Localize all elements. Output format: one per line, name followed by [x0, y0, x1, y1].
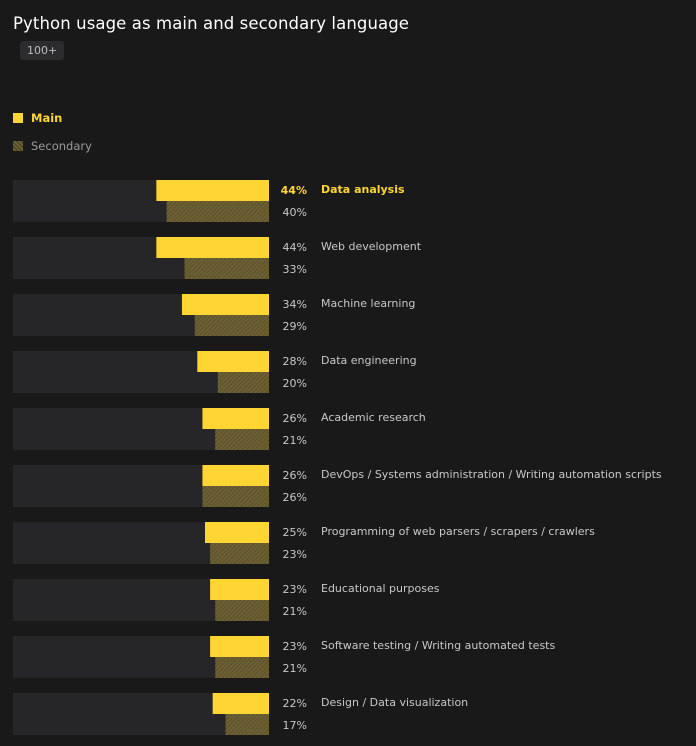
category-label: DevOps / Systems administration / Writin…: [321, 468, 662, 481]
bar-secondary[interactable]: [225, 714, 269, 735]
bar-main[interactable]: [202, 465, 269, 486]
value-label-secondary: 20%: [283, 377, 307, 390]
legend-secondary[interactable]: Secondary: [13, 139, 92, 153]
value-label-secondary: 21%: [283, 662, 307, 675]
category-label: Academic research: [321, 411, 426, 424]
category-label: Programming of web parsers / scrapers / …: [321, 525, 595, 538]
value-label-secondary: 23%: [283, 548, 307, 561]
bar-secondary[interactable]: [166, 201, 269, 222]
bar-secondary[interactable]: [215, 429, 269, 450]
bar-main[interactable]: [210, 636, 269, 657]
value-label-secondary: 21%: [283, 434, 307, 447]
value-label-main: 28%: [283, 355, 307, 368]
chart-title: Python usage as main and secondary langu…: [13, 14, 410, 33]
value-label-secondary: 29%: [283, 320, 307, 333]
value-label-main: 44%: [281, 184, 307, 197]
category-label: Data analysis: [321, 183, 405, 196]
value-label-main: 23%: [283, 583, 307, 596]
value-label-secondary: 17%: [283, 719, 307, 732]
bar-secondary[interactable]: [215, 600, 269, 621]
value-label-secondary: 33%: [283, 263, 307, 276]
bar-secondary[interactable]: [210, 543, 269, 564]
value-label-main: 23%: [283, 640, 307, 653]
value-label-main: 34%: [283, 298, 307, 311]
legend-main-label: Main: [31, 111, 63, 125]
bar-main[interactable]: [156, 180, 269, 201]
category-label: Data engineering: [321, 354, 417, 367]
value-label-secondary: 26%: [283, 491, 307, 504]
bar-main[interactable]: [197, 351, 269, 372]
value-label-main: 26%: [283, 412, 307, 425]
value-label-main: 22%: [283, 697, 307, 710]
category-label: Software testing / Writing automated tes…: [321, 639, 555, 652]
sample-size-badge: 100+: [20, 41, 65, 60]
category-label: Machine learning: [321, 297, 415, 310]
bar-secondary[interactable]: [194, 315, 269, 336]
legend-secondary-swatch: [13, 141, 23, 151]
bar-main[interactable]: [156, 237, 269, 258]
bar-secondary[interactable]: [184, 258, 269, 279]
legend-secondary-label: Secondary: [31, 139, 92, 153]
bar-main[interactable]: [181, 294, 269, 315]
bar-secondary[interactable]: [217, 372, 269, 393]
bar-secondary[interactable]: [202, 486, 269, 507]
category-label: Web development: [321, 240, 422, 253]
category-label: Design / Data visualization: [321, 696, 468, 709]
bar-main[interactable]: [210, 579, 269, 600]
value-label-secondary: 21%: [283, 605, 307, 618]
category-label: Educational purposes: [321, 582, 440, 595]
value-label-secondary: 40%: [283, 206, 307, 219]
bar-secondary[interactable]: [215, 657, 269, 678]
bar-main[interactable]: [212, 693, 269, 714]
value-label-main: 26%: [283, 469, 307, 482]
legend-main-swatch: [13, 113, 23, 123]
bar-main[interactable]: [202, 408, 269, 429]
bar-main[interactable]: [205, 522, 269, 543]
value-label-main: 25%: [283, 526, 307, 539]
legend-main[interactable]: Main: [13, 111, 62, 125]
value-label-main: 44%: [283, 241, 307, 254]
